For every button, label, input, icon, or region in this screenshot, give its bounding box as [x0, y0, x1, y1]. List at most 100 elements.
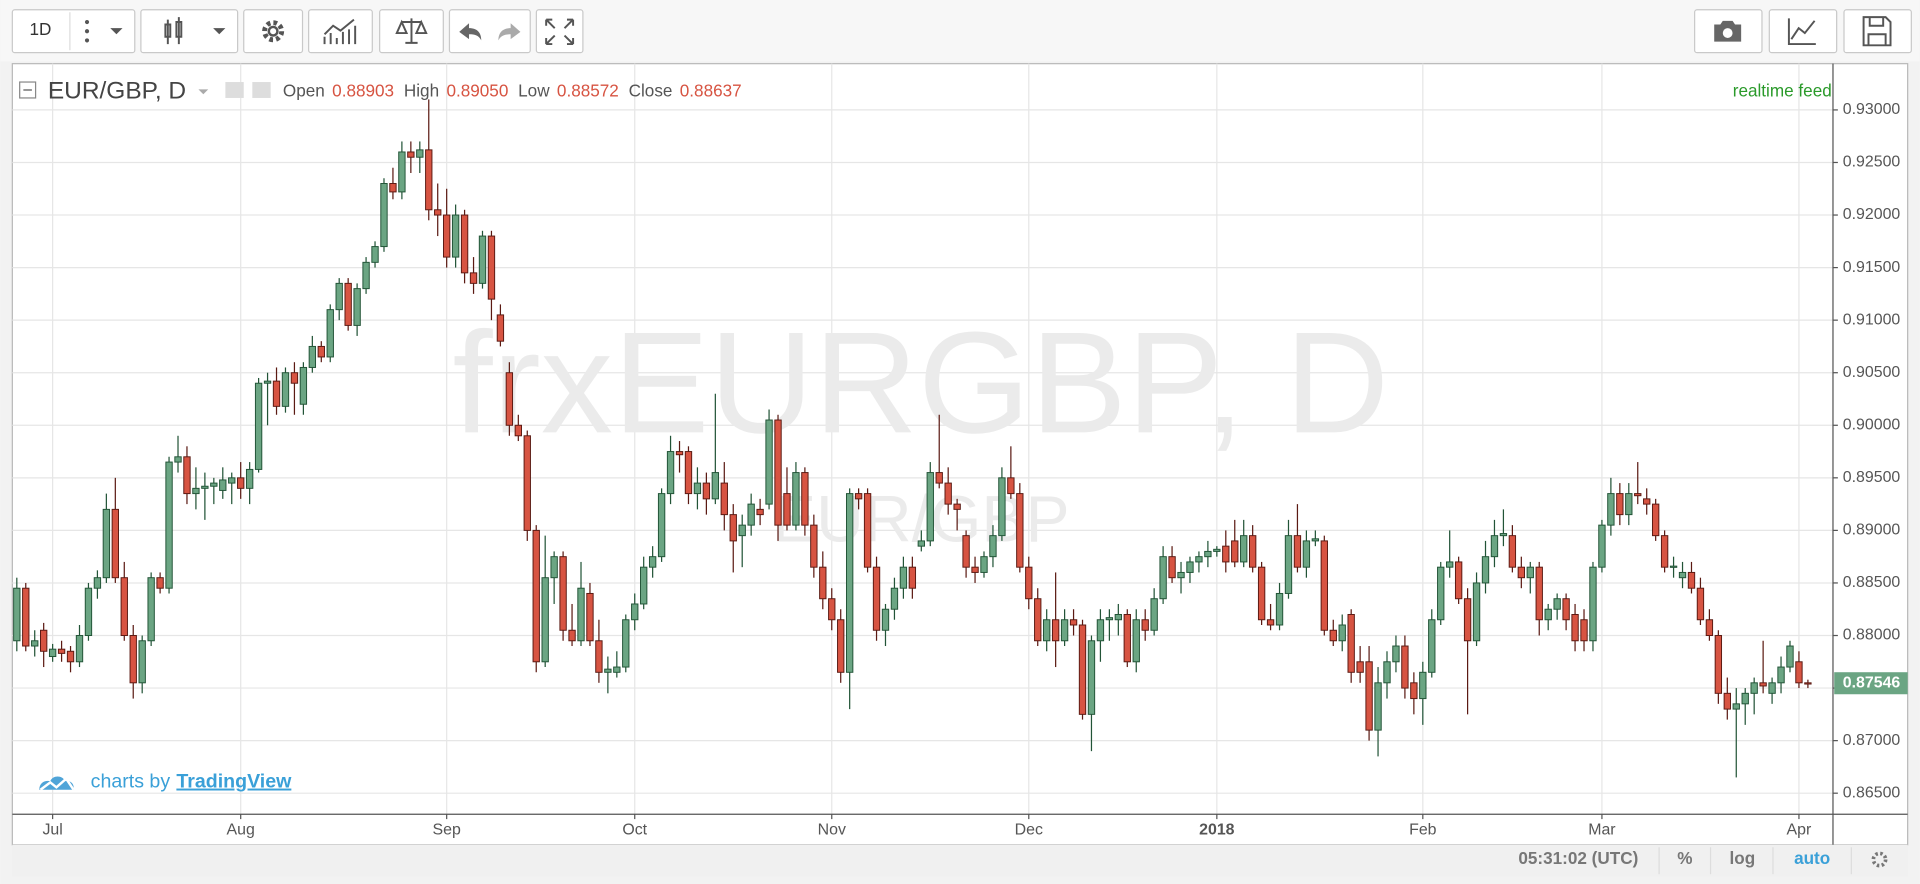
candle-body [1759, 682, 1767, 687]
candle-body [299, 366, 308, 405]
save-button[interactable] [1843, 9, 1912, 54]
branding-link[interactable]: TradingView [176, 771, 292, 793]
candle-body [917, 540, 925, 547]
undo-icon[interactable] [459, 23, 482, 41]
candle-body [1231, 540, 1239, 563]
candle-body [1687, 571, 1696, 589]
candle-body [989, 535, 997, 558]
candle-body [308, 345, 317, 368]
x-tick-label: Dec [1015, 821, 1043, 838]
candle-body [854, 493, 863, 500]
candle-body [1043, 619, 1051, 642]
interval-button[interactable] [11, 9, 136, 54]
candle-body [245, 468, 254, 489]
candle-body [228, 477, 236, 484]
settings-button[interactable] [243, 9, 304, 54]
candle-body [1607, 493, 1615, 526]
candle-body [505, 372, 514, 426]
y-tick-label: 0.91000 [1843, 311, 1901, 328]
undo-redo-button[interactable] [448, 9, 531, 54]
y-tick-label: 0.90500 [1843, 364, 1901, 381]
redo-icon[interactable] [498, 23, 521, 41]
candle-body [165, 461, 173, 589]
y-tick-label: 0.89000 [1843, 522, 1901, 539]
candle-body [1141, 619, 1149, 631]
dropdown-arrow [213, 28, 226, 35]
candle-body [756, 508, 764, 516]
candle-body [1284, 535, 1293, 594]
candle-body [774, 419, 782, 526]
candle-body [353, 288, 361, 326]
x-tick-label: Nov [818, 821, 846, 838]
candle-body [1096, 619, 1105, 642]
settings-icon[interactable] [1871, 851, 1888, 868]
candle-body [487, 235, 496, 300]
candle-body [568, 629, 576, 642]
candle-body [1132, 619, 1140, 663]
interval-label[interactable]: 1D [30, 19, 52, 39]
candle-body [863, 493, 872, 568]
candle-body [201, 485, 209, 489]
candle-body [317, 345, 325, 358]
candle-body [1320, 540, 1328, 631]
candle-body [640, 566, 648, 605]
candle-body [1248, 535, 1257, 568]
candle-body [1293, 535, 1302, 568]
legend-label: High [404, 80, 439, 100]
x-tick-label: Mar [1588, 821, 1616, 838]
chart-style-button[interactable] [140, 9, 239, 54]
candle-body [1087, 640, 1096, 715]
candle-body [962, 535, 970, 568]
candle-body [1195, 556, 1203, 563]
fullscreen-button[interactable] [535, 9, 584, 54]
candle-body [380, 183, 388, 248]
candle-body [935, 472, 943, 484]
legend-label: Low [518, 80, 550, 100]
y-tick-label: 0.91500 [1843, 259, 1901, 276]
candle-body [1123, 613, 1131, 663]
candle-body [1437, 566, 1445, 621]
y-tick-label: 0.90000 [1843, 416, 1901, 433]
candle-body [1428, 619, 1436, 673]
candle-body [398, 151, 406, 193]
branding-text: charts by [91, 771, 171, 793]
x-tick-label: Oct [622, 821, 647, 838]
candle-body [1723, 692, 1731, 710]
legend-value: 0.89050 [446, 80, 508, 100]
auto-toggle[interactable]: auto [1794, 848, 1830, 868]
percent-toggle[interactable]: % [1677, 848, 1692, 868]
candle-body [1651, 503, 1660, 537]
candle-body [66, 650, 75, 663]
save-icon [1862, 16, 1892, 47]
watermark: frxEURGBP, D [453, 301, 1390, 463]
y-tick-label: 0.92000 [1843, 206, 1901, 223]
candle-body [129, 635, 137, 684]
candle-body [75, 635, 84, 663]
candle-body [1571, 613, 1579, 642]
candle-body [120, 577, 128, 636]
candle-body [1114, 613, 1123, 621]
candle-body [1589, 566, 1597, 642]
tradingview-logo [39, 776, 74, 790]
candle-body [281, 372, 290, 407]
candle-body [425, 149, 433, 211]
log-toggle[interactable]: log [1730, 848, 1756, 868]
dropdown-arrow [198, 89, 209, 95]
candle-body [272, 380, 281, 407]
candle-body [344, 282, 352, 326]
toolbar-buttons: 1D [11, 9, 1912, 54]
candle-body [1302, 540, 1311, 568]
candle-body [263, 380, 272, 384]
candle-body [1580, 619, 1588, 642]
candle-body [810, 524, 818, 568]
candle-body [1804, 682, 1812, 685]
candle-body [1329, 629, 1337, 642]
candle-body [1356, 661, 1364, 673]
indicators-icon [323, 18, 357, 45]
candle-body [1795, 661, 1803, 684]
candle-body [416, 149, 424, 158]
candle-body [648, 556, 657, 568]
candle-body [1499, 533, 1508, 537]
ohlc-legend: Open 0.88903 High 0.89050 Low 0.88572 Close 0.8… [283, 80, 742, 100]
candle-body [1105, 617, 1114, 621]
